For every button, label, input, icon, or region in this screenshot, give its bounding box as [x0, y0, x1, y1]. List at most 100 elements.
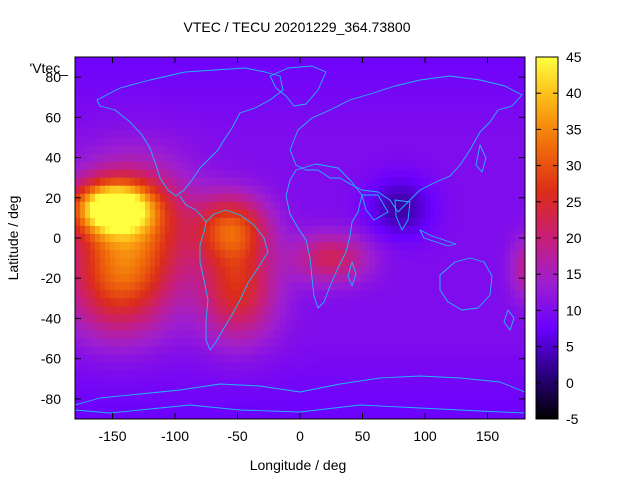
heatmap-cell — [345, 57, 351, 66]
heatmap-cell — [425, 250, 431, 259]
heatmap-cell — [490, 402, 496, 412]
heatmap-cell — [510, 97, 516, 106]
heatmap-cell — [130, 258, 136, 267]
heatmap-cell — [305, 314, 311, 324]
heatmap-cell — [190, 65, 196, 74]
heatmap-cell — [225, 225, 231, 235]
heatmap-cell — [185, 274, 191, 283]
heatmap-cell — [460, 282, 466, 291]
heatmap-cell — [465, 258, 471, 267]
heatmap-cell — [380, 266, 386, 275]
heatmap-cell — [330, 250, 336, 259]
heatmap-cell — [165, 258, 171, 267]
heatmap-cell — [315, 274, 321, 283]
heatmap-cell — [290, 193, 296, 203]
heatmap-cell — [280, 177, 286, 187]
heatmap-cell — [440, 362, 446, 372]
heatmap-cell — [420, 217, 426, 227]
heatmap-cell — [455, 137, 461, 147]
heatmap-cell — [255, 209, 261, 219]
heatmap-cell — [230, 225, 236, 235]
heatmap-cell — [105, 402, 111, 412]
heatmap-cell — [435, 65, 441, 74]
heatmap-cell — [200, 57, 206, 66]
heatmap-cell — [275, 362, 281, 372]
heatmap-cell — [120, 73, 126, 82]
heatmap-cell — [450, 394, 456, 404]
heatmap-cell — [80, 258, 86, 267]
heatmap-cell — [145, 250, 151, 259]
heatmap-cell — [355, 169, 361, 179]
heatmap-cell — [495, 217, 501, 227]
heatmap-cell — [125, 362, 131, 372]
heatmap-cell — [105, 121, 111, 130]
heatmap-cell — [310, 306, 316, 316]
heatmap-cell — [155, 81, 161, 90]
heatmap-cell — [300, 354, 306, 364]
heatmap-cell — [210, 153, 216, 163]
heatmap-cell — [175, 370, 181, 380]
heatmap-cell — [175, 145, 181, 155]
heatmap-cell — [330, 346, 336, 356]
heatmap-cell — [515, 306, 521, 316]
heatmap-cell — [355, 209, 361, 219]
heatmap-cell — [345, 370, 351, 380]
heatmap-cell — [410, 185, 416, 195]
heatmap-cell — [275, 266, 281, 275]
heatmap-cell — [350, 169, 356, 179]
heatmap-cell — [125, 161, 131, 171]
heatmap-cell — [505, 121, 511, 130]
heatmap-cell — [365, 153, 371, 163]
heatmap-cell — [370, 73, 376, 82]
heatmap-cell — [155, 169, 161, 179]
heatmap-cell — [120, 394, 126, 404]
heatmap-cell — [250, 282, 256, 291]
heatmap-cell — [155, 242, 161, 251]
heatmap-cell — [365, 81, 371, 90]
heatmap-cell — [505, 314, 511, 324]
heatmap-cell — [360, 266, 366, 275]
heatmap-cell — [255, 65, 261, 74]
heatmap-cell — [465, 298, 471, 307]
heatmap-cell — [435, 258, 441, 267]
heatmap-cell — [220, 97, 226, 106]
heatmap-cell — [225, 185, 231, 195]
heatmap-cell — [230, 338, 236, 348]
heatmap-cell — [115, 258, 121, 267]
heatmap-cell — [165, 306, 171, 316]
heatmap-cell — [165, 322, 171, 332]
heatmap-cell — [365, 378, 371, 388]
heatmap-cell — [130, 137, 136, 147]
heatmap-cell — [335, 274, 341, 283]
heatmap-cell — [415, 209, 421, 219]
heatmap-cell — [510, 386, 516, 396]
heatmap-cell — [75, 266, 81, 275]
heatmap-cell — [210, 378, 216, 388]
heatmap-cell — [345, 113, 351, 122]
heatmap-cell — [410, 282, 416, 291]
heatmap-cell — [245, 330, 251, 340]
heatmap-cell — [375, 266, 381, 275]
heatmap-cell — [260, 137, 266, 147]
heatmap-cell — [110, 330, 116, 340]
heatmap-cell — [360, 362, 366, 372]
heatmap-cell — [270, 89, 276, 98]
heatmap-cell — [245, 153, 251, 163]
heatmap-cell — [215, 362, 221, 372]
heatmap-cell — [365, 370, 371, 380]
heatmap-cell — [240, 201, 246, 211]
heatmap-cell — [450, 145, 456, 155]
heatmap-cell — [465, 73, 471, 82]
heatmap-cell — [250, 81, 256, 90]
heatmap-cell — [240, 209, 246, 219]
heatmap-cell — [220, 274, 226, 283]
heatmap-cell — [160, 113, 166, 122]
heatmap-cell — [270, 225, 276, 235]
heatmap-cell — [245, 129, 251, 139]
heatmap-cell — [195, 394, 201, 404]
heatmap-cell — [250, 362, 256, 372]
heatmap-cell — [385, 410, 391, 419]
heatmap-cell — [510, 225, 516, 235]
heatmap-cell — [140, 185, 146, 195]
